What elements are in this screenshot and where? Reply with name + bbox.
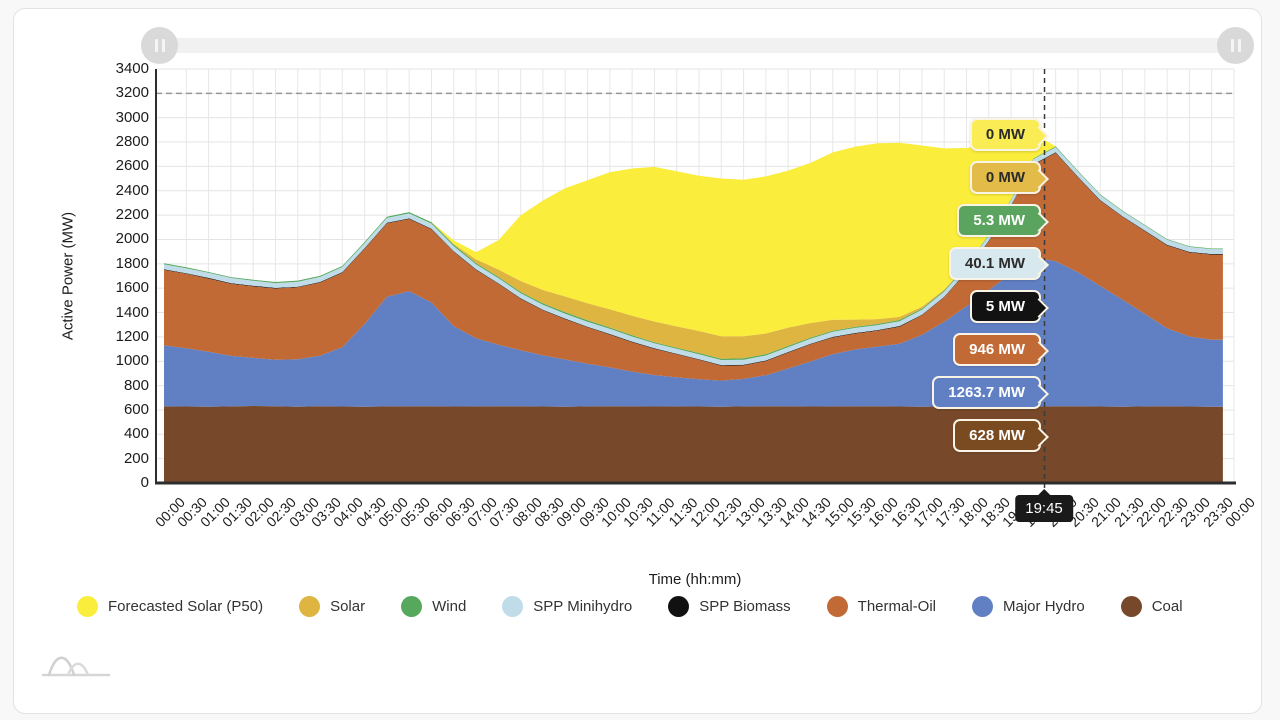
- value-callout: 946 MW: [953, 333, 1041, 366]
- legend-swatch-icon: [299, 595, 321, 617]
- legend-label: Wind: [432, 597, 467, 615]
- y-tick-label: 1400: [115, 303, 149, 321]
- y-tick-label: 0: [140, 474, 149, 491]
- legend-swatch-icon: [826, 595, 848, 617]
- legend-swatch-icon: [972, 595, 994, 617]
- legend-item-thermal-oil[interactable]: Thermal-Oil: [826, 594, 937, 618]
- area-major-hydro: [164, 257, 1223, 407]
- y-tick-label: 600: [123, 400, 149, 418]
- value-callout: 5.3 MW: [957, 204, 1041, 237]
- legend-label: Thermal-Oil: [857, 597, 937, 615]
- legend-item-major-hydro[interactable]: Major Hydro: [972, 594, 1085, 618]
- area-chart-watermark-icon: [39, 643, 119, 688]
- handle-grip-icon: [1237, 39, 1241, 52]
- legend-swatch-icon: [401, 595, 423, 617]
- y-tick-label: 3200: [115, 84, 149, 102]
- y-tick-label: 2000: [115, 230, 149, 248]
- area-coal: [164, 406, 1223, 483]
- legend-label: Solar: [330, 597, 366, 615]
- legend-item-forecasted-solar-p50[interactable]: Forecasted Solar (P50): [77, 594, 263, 618]
- y-tick-label: 1800: [115, 254, 149, 272]
- legend-label: SPP Minihydro: [533, 597, 633, 615]
- crosshair-value-callouts: 0 MW 0 MW 5.3 MW 40.1 MW 5 MW 946 MW 1263.7 MW…: [932, 118, 1041, 452]
- y-tick-label: 2200: [115, 206, 149, 224]
- crosshair-time-tooltip: 19:45: [1015, 489, 1073, 522]
- legend-label: Forecasted Solar (P50): [108, 597, 264, 615]
- y-tick-label: 1600: [115, 279, 149, 297]
- stacked-area-chart: Active Power (MW) Time (hh:mm) 0 200 400 60…: [14, 9, 1261, 713]
- x-axis-title: Time (hh:mm): [648, 571, 742, 588]
- y-tick-label: 1200: [115, 327, 149, 345]
- handle-grip-icon: [154, 39, 158, 52]
- value-callout: 628 MW: [953, 419, 1041, 452]
- legend-item-solar[interactable]: Solar: [299, 594, 365, 618]
- y-tick-label: 3400: [115, 60, 149, 77]
- legend-swatch-icon: [502, 595, 524, 617]
- y-tick-label: 1000: [115, 352, 149, 370]
- legend-swatch-icon: [668, 595, 690, 617]
- range-slider-right-handle[interactable]: [1217, 27, 1254, 64]
- y-tick-label: 2800: [115, 133, 149, 151]
- handle-grip-icon: [1230, 39, 1234, 52]
- y-tick-label: 3000: [115, 108, 149, 126]
- legend-label: SPP Biomass: [699, 597, 791, 615]
- value-callout: 5 MW: [969, 290, 1041, 323]
- y-tick-label: 2400: [115, 181, 149, 199]
- y-tick-label: 200: [123, 449, 149, 467]
- y-axis-title: Active Power (MW): [59, 211, 77, 341]
- value-callout: 1263.7 MW: [932, 376, 1041, 409]
- value-callout: 40.1 MW: [948, 247, 1041, 280]
- value-callout: 0 MW: [969, 161, 1041, 194]
- area-forecasted-solar-p50: [164, 133, 1223, 337]
- legend-item-spp-biomass[interactable]: SPP Biomass: [668, 594, 791, 618]
- y-tick-label: 400: [123, 425, 149, 443]
- value-callout: 0 MW: [969, 118, 1041, 151]
- chart-legend: Forecasted Solar (P50) Solar Wind SPP Minih…: [77, 594, 1237, 618]
- handle-grip-icon: [161, 39, 165, 52]
- legend-item-coal[interactable]: Coal: [1120, 594, 1183, 618]
- chart-card: Active Power (MW) Time (hh:mm) 0 200 400 60…: [13, 8, 1262, 714]
- legend-label: Coal: [1151, 597, 1183, 615]
- legend-item-wind[interactable]: Wind: [401, 594, 466, 618]
- y-tick-label: 800: [123, 376, 149, 394]
- legend-swatch-icon: [1120, 595, 1142, 617]
- legend-item-spp-minihydro[interactable]: SPP Minihydro: [502, 594, 632, 618]
- legend-label: Major Hydro: [1003, 597, 1085, 615]
- legend-swatch-icon: [77, 595, 98, 617]
- range-slider-left-handle[interactable]: [141, 27, 178, 64]
- range-slider-track[interactable]: [144, 38, 1249, 53]
- y-tick-label: 2600: [115, 157, 149, 175]
